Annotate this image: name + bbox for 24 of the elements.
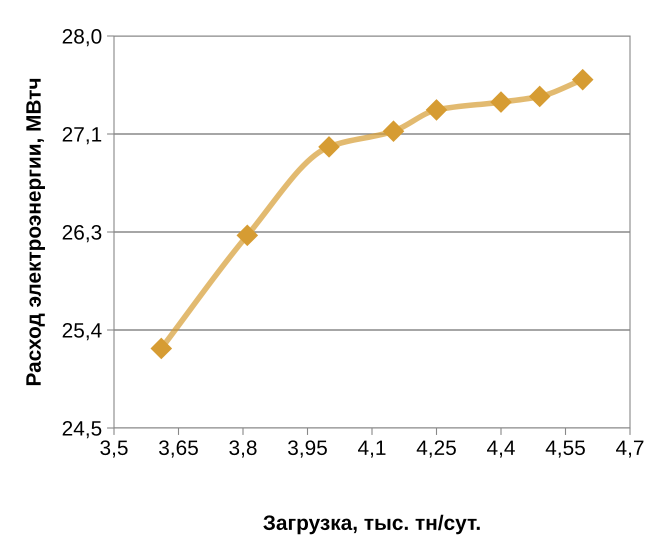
x-tick-label: 4,25 — [416, 440, 456, 458]
point — [572, 69, 594, 90]
x-tick-label: 3,8 — [229, 440, 257, 458]
x-tick-label: 3,95 — [288, 440, 327, 458]
x-tick-label: 3,5 — [100, 440, 128, 458]
x-tick-label: 4,4 — [487, 440, 515, 458]
point — [318, 136, 340, 158]
y-tick-label: 26,3 — [62, 225, 102, 242]
x-tick-label: 4,7 — [616, 440, 644, 458]
y-tick-label: 24,5 — [62, 421, 102, 438]
y-tick-label: 27,1 — [62, 127, 102, 144]
point — [236, 224, 258, 246]
x-tick-label: 4,55 — [546, 440, 585, 458]
point — [382, 120, 404, 142]
x-axis-title: Загрузка, тыс. тн/сут. — [263, 514, 480, 534]
x-tick-label: 3,65 — [159, 440, 198, 458]
y-tick-label: 25,4 — [62, 323, 102, 340]
point — [529, 86, 550, 107]
point — [426, 99, 448, 120]
point — [490, 92, 512, 113]
y-axis-title: Расход электроэнергии, МВтч — [26, 78, 45, 386]
x-tick-label: 4,1 — [358, 440, 386, 458]
y-tick-label: 28,0 — [62, 29, 102, 46]
point — [150, 338, 172, 359]
